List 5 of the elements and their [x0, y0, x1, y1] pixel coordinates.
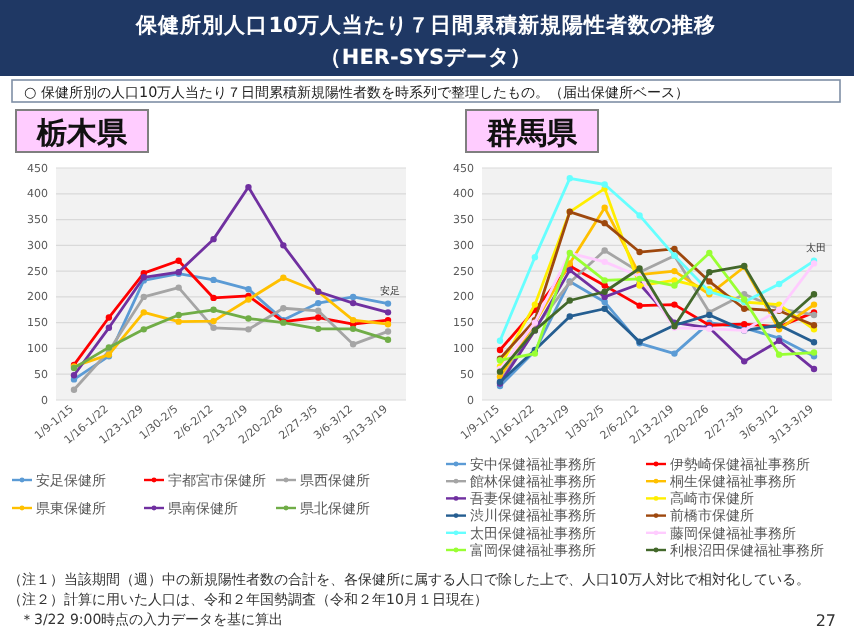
chart-title: 栃木県 [35, 115, 129, 151]
chart-title: 群馬県 [485, 115, 579, 151]
text: 保健所別人口10万人当たり７日間累積新規陽性者数の推移 [134, 12, 716, 38]
text: （HER-SYSデータ） [319, 46, 533, 70]
text: 27 [815, 612, 836, 630]
